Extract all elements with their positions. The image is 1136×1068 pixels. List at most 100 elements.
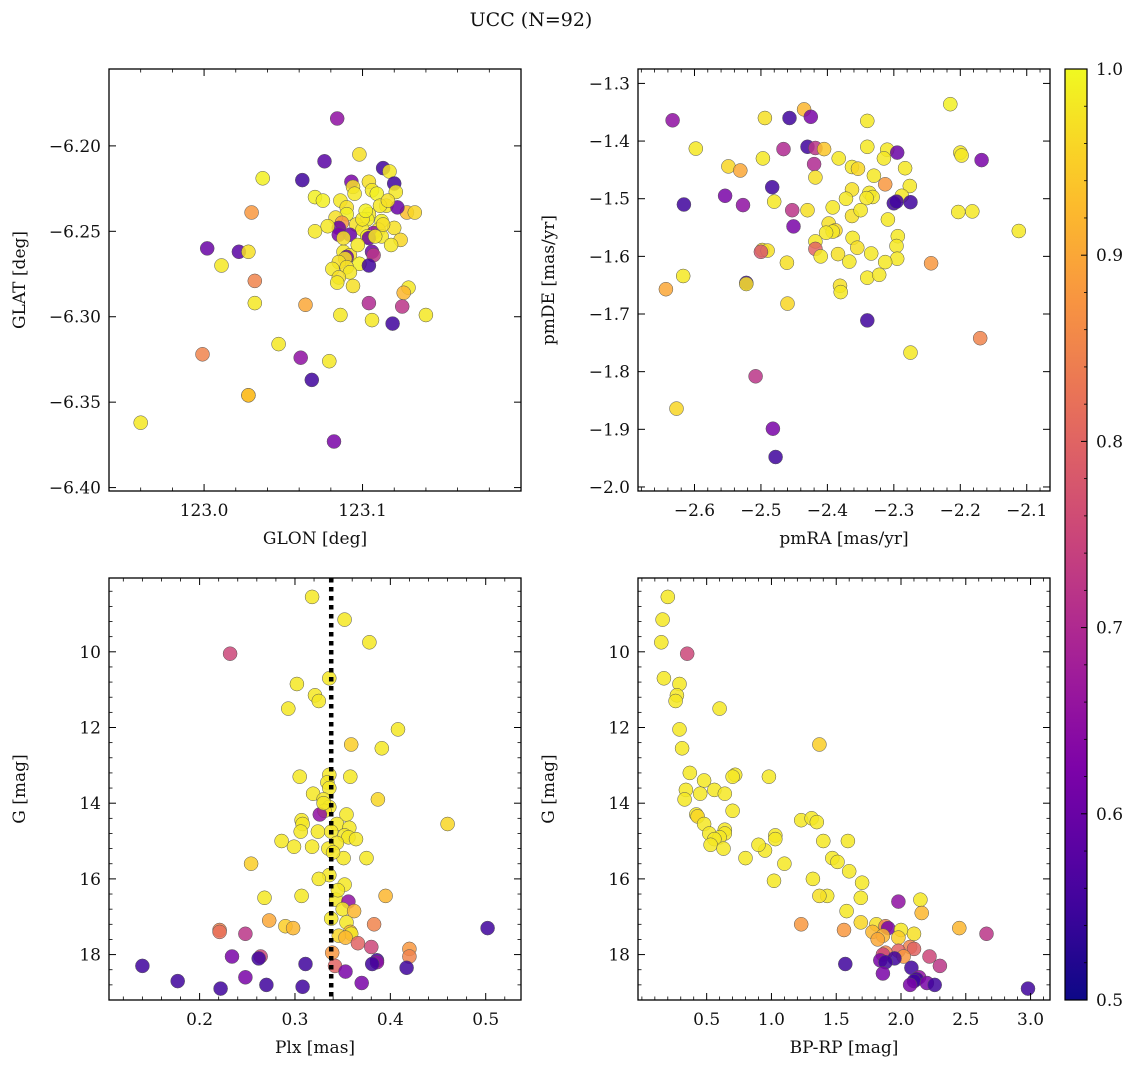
data-point: [322, 353, 337, 369]
y-tick-label: 18: [608, 946, 630, 966]
data-point: [380, 193, 396, 208]
data-point: [281, 701, 296, 716]
x-tick-label: −2.2: [940, 501, 981, 521]
data-point: [836, 922, 852, 938]
data-point: [293, 824, 308, 839]
data-point: [902, 977, 918, 993]
data-point: [877, 177, 893, 192]
data-point: [816, 833, 831, 849]
y-tick-label: 10: [79, 643, 101, 663]
data-point: [247, 273, 263, 289]
data-point: [954, 148, 969, 163]
y-tick-label: −1.7: [589, 305, 630, 325]
data-point: [755, 151, 771, 166]
data-point: [348, 831, 364, 847]
data-point: [765, 421, 781, 436]
data-point: [658, 281, 674, 297]
data-point: [816, 141, 832, 157]
data-point: [669, 401, 684, 416]
data-point: [891, 930, 906, 945]
data-point: [261, 913, 277, 928]
y-axis-label: G [mag]: [539, 754, 559, 823]
data-point: [751, 837, 766, 853]
data-point: [777, 856, 792, 871]
data-point: [361, 295, 377, 311]
data-point: [889, 194, 904, 209]
data-point: [677, 792, 692, 807]
data-point: [251, 951, 266, 966]
data-point: [870, 932, 885, 947]
y-tick-label: −6.20: [49, 137, 101, 157]
data-point: [364, 312, 380, 328]
data-point: [286, 839, 302, 854]
data-point: [902, 178, 918, 194]
y-tick-label: 10: [608, 643, 630, 663]
data-point: [735, 197, 751, 213]
x-tick-label: −2.5: [740, 501, 781, 521]
colorbar-tick-label: 1.0: [1096, 60, 1123, 80]
data-point: [199, 241, 215, 256]
data-point: [320, 218, 335, 234]
data-point: [311, 693, 327, 709]
data-point: [343, 737, 359, 752]
data-point: [329, 111, 345, 126]
data-point: [682, 765, 698, 781]
x-tick-label: 0.4: [377, 1010, 404, 1030]
data-point: [259, 977, 274, 993]
data-point: [337, 612, 352, 627]
data-point: [854, 875, 870, 890]
data-point: [311, 871, 327, 887]
data-point: [338, 930, 353, 945]
data-point: [830, 246, 846, 262]
data-point: [853, 890, 869, 906]
y-tick-label: −1.6: [589, 247, 630, 267]
x-axis-label: BP-RP [mag]: [790, 1038, 899, 1058]
data-point: [850, 161, 866, 176]
data-point: [214, 258, 229, 273]
pmra-pmde-panel: −2.6 −2.5 −2.4 −2.3 −2.2 −2.1 −1.3 −1.4 −1.5 −1.6…: [539, 68, 1051, 549]
y-tick-label: 12: [608, 718, 630, 738]
y-tick-label: −1.3: [589, 74, 630, 94]
data-point: [696, 773, 712, 788]
data-point: [396, 285, 411, 301]
data-point: [831, 151, 846, 166]
data-point: [891, 894, 906, 909]
data-point: [1020, 981, 1036, 996]
data-point: [672, 722, 687, 737]
x-tick-label: −2.3: [873, 501, 914, 521]
data-point: [876, 151, 892, 166]
data-point: [399, 960, 414, 976]
data-point: [889, 251, 905, 266]
data-point: [914, 905, 929, 921]
data-point: [343, 769, 358, 784]
data-point: [761, 769, 777, 784]
data-point: [679, 646, 695, 661]
data-point: [170, 973, 185, 989]
data-point: [133, 415, 148, 430]
data-point: [875, 966, 891, 981]
x-axis-label: GLON [deg]: [263, 529, 367, 549]
data-point: [1011, 223, 1027, 239]
data-point: [812, 737, 827, 752]
y-tick-label: 12: [79, 718, 101, 738]
x-axis-label: Plx [mas]: [275, 1038, 355, 1058]
x-tick-label: 3.0: [1017, 1010, 1044, 1030]
x-tick-label: 2.5: [952, 1010, 979, 1030]
bprp-g-panel: 0.5 1.0 1.5 2.0 2.5 3.0 10 12 14 16 18 BP-RP [mag] G…: [539, 577, 1051, 1058]
data-point: [766, 873, 782, 889]
x-tick-label: 0.2: [186, 1010, 213, 1030]
data-point: [725, 803, 740, 819]
data-point: [764, 179, 780, 195]
data-point: [952, 920, 967, 936]
data-point: [271, 336, 286, 352]
data-point: [668, 693, 683, 709]
data-point: [974, 152, 989, 168]
data-point: [241, 244, 256, 260]
data-point: [315, 193, 331, 208]
y-axis-label: G [mag]: [10, 754, 30, 823]
data-point: [860, 113, 875, 129]
plx-g-panel: 0.2 0.3 0.4 0.5 10 12 14 16 18 Plx [mas] G [mag]: [10, 577, 522, 1058]
data-point: [784, 202, 800, 218]
x-tick-label: −2.4: [807, 501, 848, 521]
